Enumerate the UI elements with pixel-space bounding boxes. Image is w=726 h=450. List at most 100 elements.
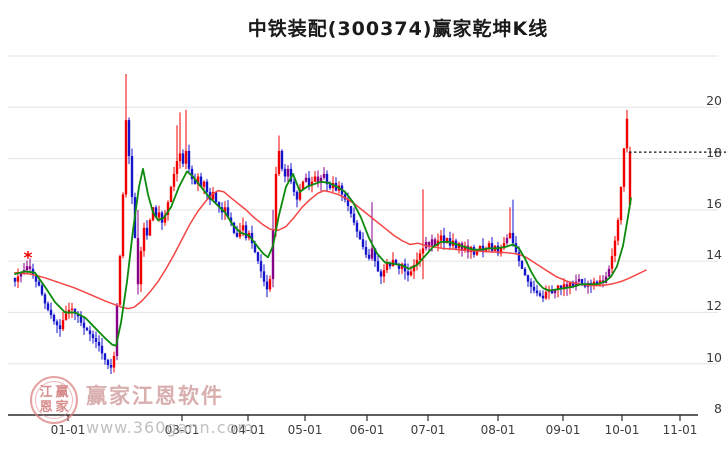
candle-body — [295, 191, 299, 200]
candle-body — [187, 150, 191, 169]
candle-body — [232, 222, 236, 233]
candle-body — [625, 118, 629, 149]
y-axis-label: 12 — [706, 298, 722, 314]
candle-body — [166, 202, 170, 215]
candle-body — [433, 239, 437, 246]
candle-body — [325, 173, 329, 185]
candle-body — [268, 279, 272, 290]
candle-body — [346, 199, 350, 207]
candle-body — [628, 152, 632, 205]
candle-body — [262, 271, 266, 282]
candle-body — [520, 261, 524, 269]
candle-body — [310, 181, 314, 186]
candle-body — [568, 282, 572, 289]
candle-body — [364, 247, 368, 255]
candle-body — [550, 289, 554, 294]
candle-body — [259, 261, 263, 272]
candle-body — [574, 281, 578, 287]
x-axis-label: 01-01 — [50, 423, 86, 437]
candle-body — [223, 207, 227, 213]
candle-body — [475, 249, 479, 255]
candle-body — [565, 284, 569, 289]
candle-body — [571, 282, 575, 287]
candle-body — [421, 248, 425, 254]
candle-body — [205, 181, 209, 192]
candle-body — [535, 290, 539, 294]
candle-body — [538, 293, 542, 296]
candle-body — [292, 181, 296, 192]
candle-body — [181, 153, 185, 164]
candle-body — [355, 222, 359, 232]
x-axis-label: 04-01 — [230, 423, 266, 437]
candle-body — [256, 252, 260, 262]
candle-body — [109, 364, 113, 368]
candle-body — [40, 285, 44, 295]
candle-body — [145, 227, 149, 236]
candle-body — [196, 176, 200, 185]
candle-body — [502, 243, 506, 249]
candle-body — [328, 184, 332, 189]
candle-body — [619, 186, 623, 221]
ma-fast-line — [14, 167, 632, 347]
candle-body — [118, 256, 122, 305]
candle-body — [376, 261, 380, 272]
candle-body — [445, 238, 449, 244]
y-axis-label: 8 — [714, 401, 722, 416]
y-axis-label: 16 — [706, 195, 722, 211]
candle-body — [484, 248, 488, 253]
candle-body — [556, 285, 560, 290]
candle-body — [412, 264, 416, 272]
candle-body — [517, 252, 521, 262]
candle-body — [514, 243, 518, 253]
candle-body — [616, 220, 620, 241]
candle-body — [241, 225, 245, 231]
candle-body — [367, 254, 371, 259]
y-axis-label: 18 — [706, 144, 722, 160]
candle-body — [46, 303, 50, 310]
candle-body — [487, 243, 491, 249]
candle-body — [64, 313, 68, 321]
x-axis-label: 03-01 — [164, 423, 200, 437]
candle-body — [49, 309, 53, 315]
candle-body — [37, 281, 41, 286]
candle-body — [490, 243, 494, 251]
candle-body — [409, 271, 413, 276]
x-axis-label: 10-01 — [604, 423, 640, 437]
candle-body — [244, 225, 248, 239]
candle-body — [16, 276, 20, 282]
ma-slow-line — [14, 189, 647, 310]
candle-body — [127, 120, 131, 157]
candle-body — [322, 173, 326, 178]
candle-body — [55, 321, 59, 326]
candle-body — [79, 316, 83, 323]
candle-body — [430, 239, 434, 246]
candle-body — [289, 168, 293, 182]
x-axis-label: 06-01 — [349, 423, 385, 437]
candle-body — [235, 232, 239, 237]
candle-body — [286, 168, 290, 177]
candle-body — [58, 325, 62, 330]
candle-body — [238, 230, 242, 237]
candle-body — [511, 232, 515, 244]
candle-body — [466, 245, 470, 253]
y-axis-label: 14 — [706, 247, 722, 263]
candle-body — [277, 150, 281, 174]
candle-body — [382, 270, 386, 277]
candle-body — [379, 271, 383, 277]
candle-body — [358, 231, 362, 240]
candle-body — [136, 238, 140, 285]
candle-body — [580, 279, 584, 285]
candle-body — [85, 327, 89, 331]
candle-body — [19, 272, 23, 277]
candle-body — [52, 314, 56, 322]
candle-body — [532, 286, 536, 291]
candle-body — [349, 206, 353, 214]
candle-body — [229, 217, 233, 223]
candle-body — [613, 240, 617, 257]
candle-body — [370, 248, 374, 259]
candle-body — [505, 238, 509, 244]
candle-body — [313, 176, 317, 182]
candle-body — [199, 176, 203, 187]
candle-body — [190, 168, 194, 180]
